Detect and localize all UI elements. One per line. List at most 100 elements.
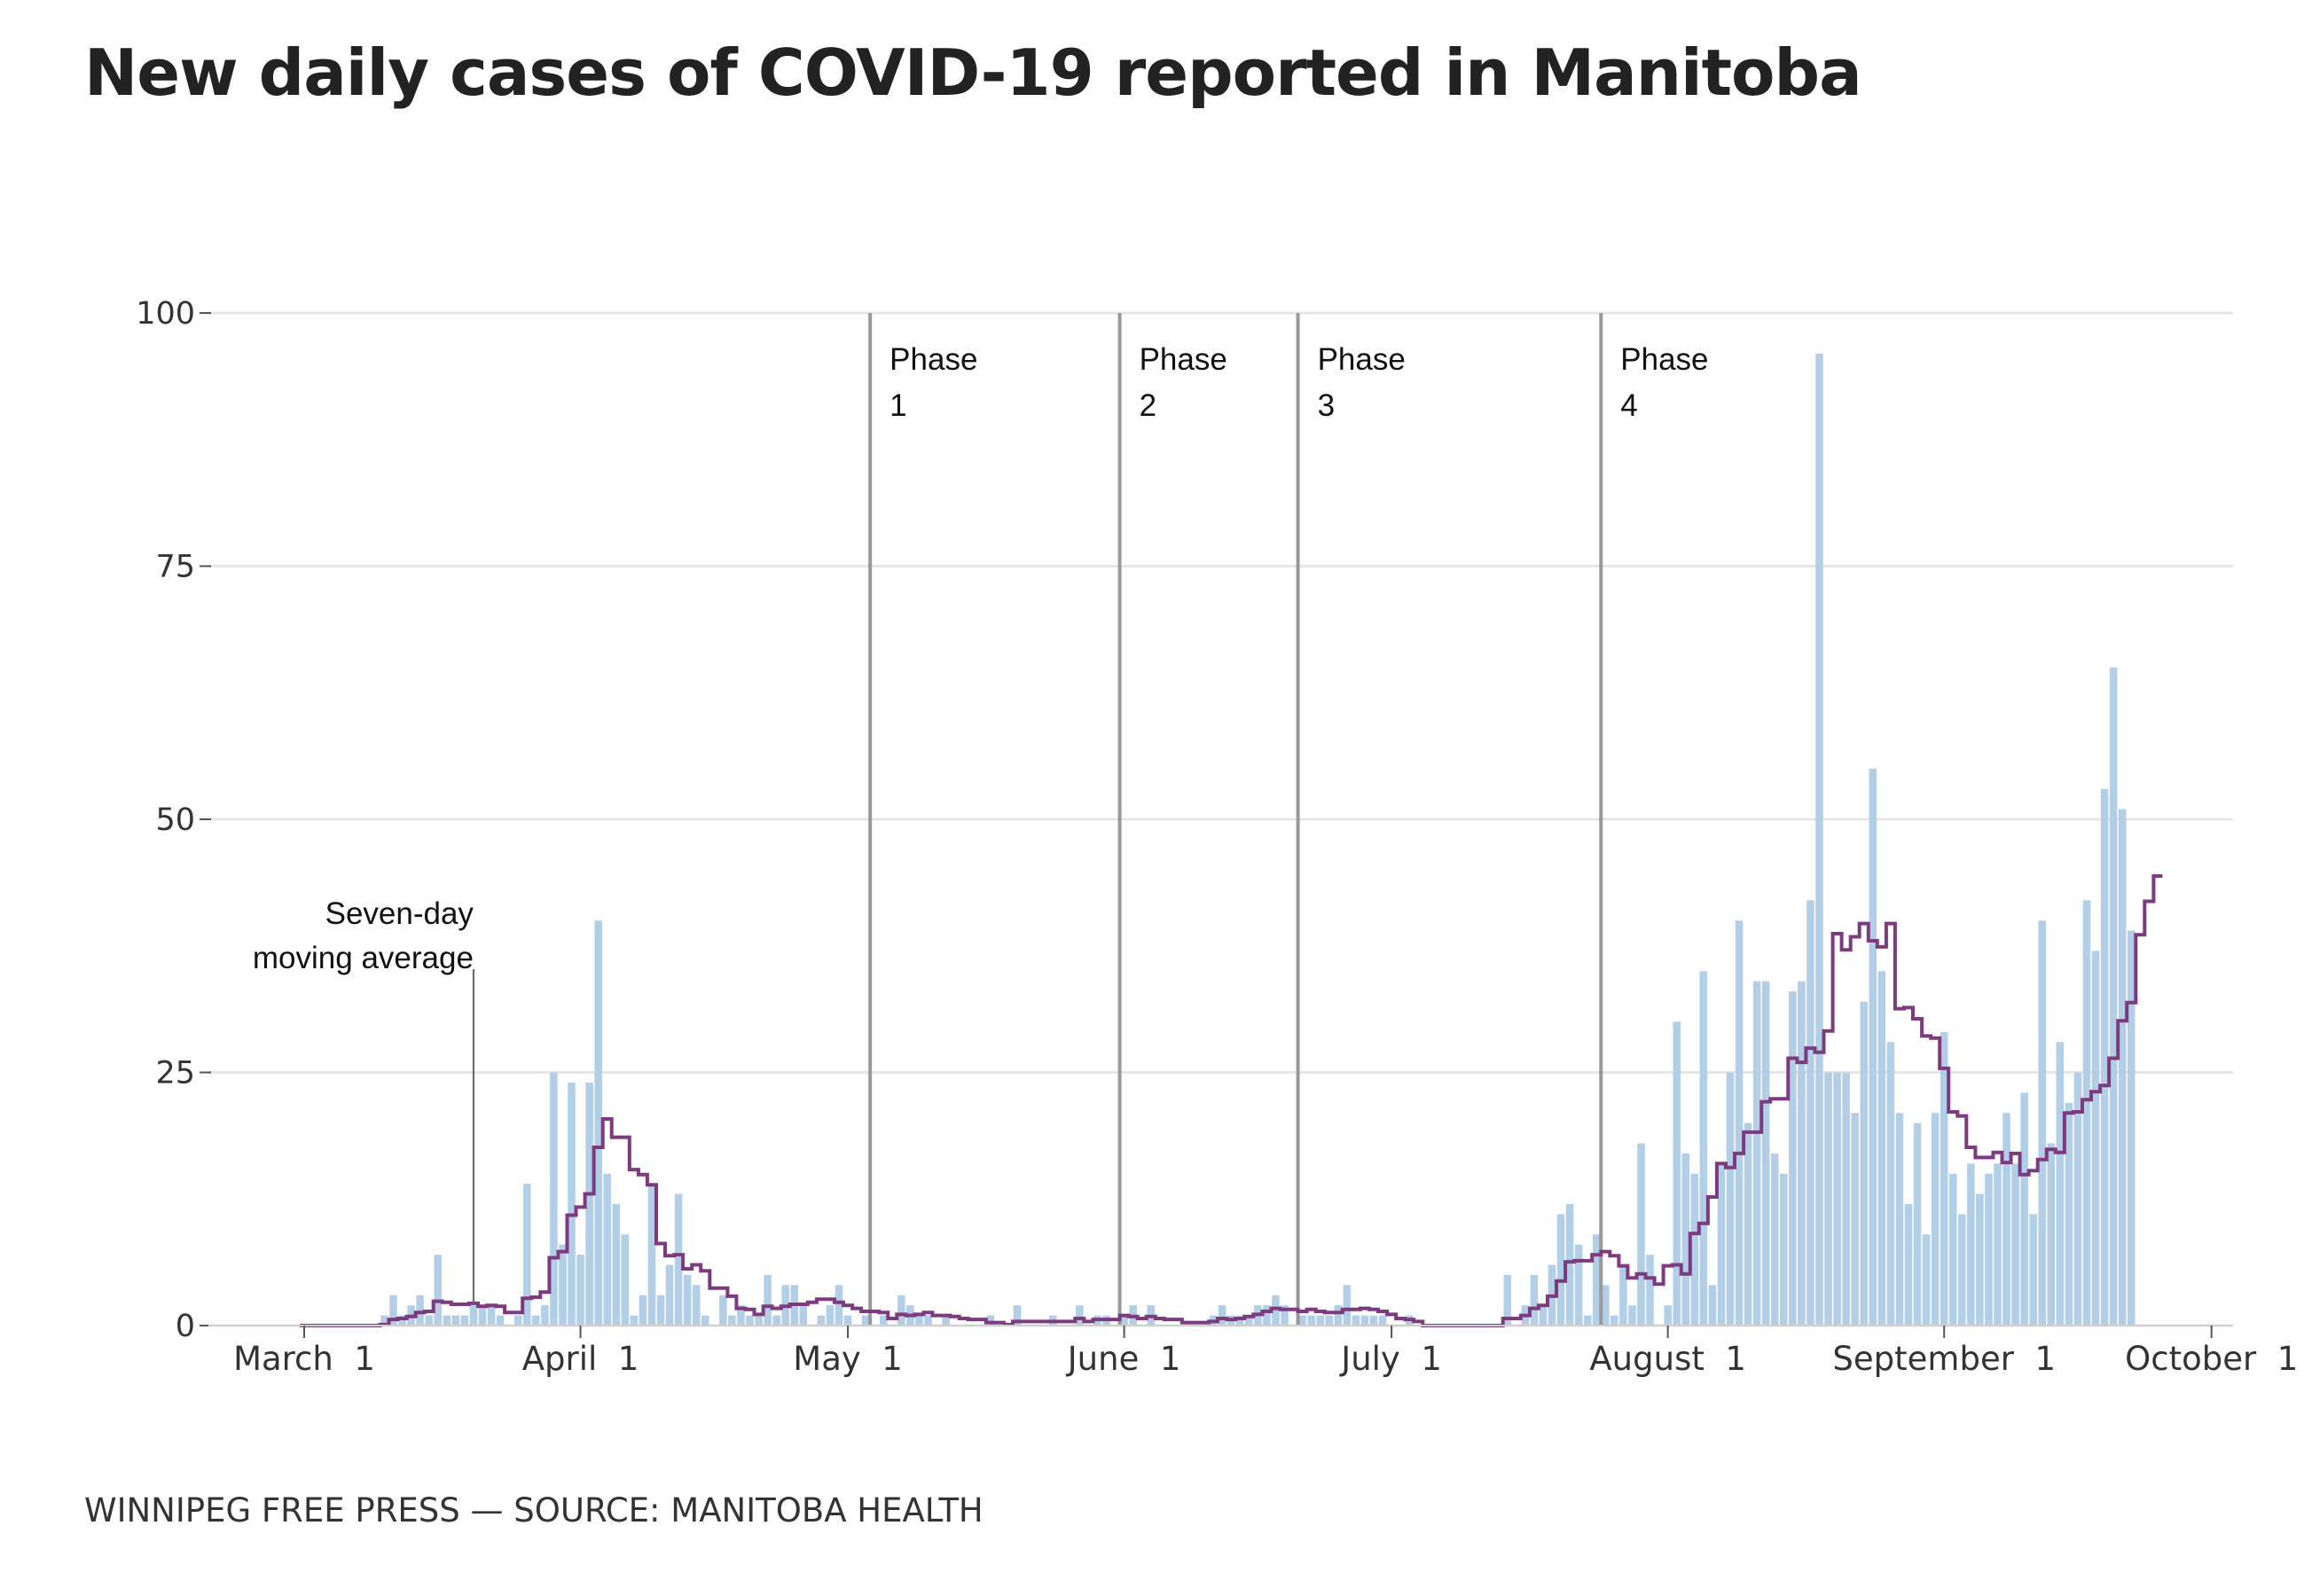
phase-markers: Phase 1 Phase 2 Phase 3 Phase 4: [868, 313, 1709, 1326]
daily-case-bar: [1913, 1123, 1922, 1326]
chart-title: New daily cases of COVID-19 reported in …: [84, 35, 1862, 110]
daily-case-bar: [1664, 1305, 1672, 1326]
daily-case-bar: [451, 1315, 460, 1326]
x-tick-label: August 1: [1589, 1340, 1746, 1378]
source-credit: WINNIPEG FREE PRESS — SOURCE: MANITOBA H…: [84, 1491, 984, 1530]
daily-case-bar: [1583, 1315, 1592, 1326]
daily-case-bar: [817, 1315, 826, 1326]
daily-case-bar: [1761, 981, 1770, 1326]
daily-case-bar: [1307, 1315, 1315, 1326]
daily-case-bar: [1539, 1305, 1548, 1326]
daily-case-bar: [2020, 1092, 2028, 1326]
daily-case-bar: [1824, 1072, 1832, 1326]
daily-case-bar: [1967, 1163, 1975, 1326]
daily-case-bar: [585, 1082, 593, 1326]
daily-case-bar: [692, 1285, 701, 1326]
daily-case-bar: [746, 1315, 754, 1326]
daily-case-bar: [2029, 1214, 2037, 1326]
daily-case-bar: [1958, 1214, 1966, 1326]
daily-case-bar: [1922, 1234, 1931, 1326]
daily-case-bar: [772, 1315, 780, 1326]
axes: 0 25 50 75 100 March 1 April 1 May 1 June 1 July …: [136, 296, 2298, 1378]
daily-case-bar: [1076, 1305, 1084, 1326]
daily-case-bar: [1646, 1255, 1654, 1326]
daily-case-bar: [1699, 971, 1708, 1326]
phase-label: Phase 3: [1318, 342, 1406, 423]
x-tick-label: March 1: [233, 1340, 375, 1378]
daily-case-bar: [737, 1305, 745, 1326]
daily-case-bar: [1592, 1234, 1601, 1326]
daily-case-bar: [1360, 1315, 1369, 1326]
daily-case-bar: [1378, 1315, 1387, 1326]
daily-case-bar: [425, 1315, 433, 1326]
daily-case-bar: [1673, 1021, 1681, 1326]
daily-case-bar: [2127, 930, 2136, 1326]
daily-case-bar: [1325, 1315, 1334, 1326]
daily-case-bar: [942, 1315, 950, 1326]
daily-case-bar: [576, 1255, 584, 1326]
x-tick-label: June 1: [1066, 1340, 1181, 1378]
daily-case-bar: [701, 1315, 709, 1326]
daily-case-bar: [1681, 1153, 1690, 1326]
daily-case-bar: [897, 1295, 905, 1326]
daily-case-bar: [2091, 951, 2100, 1326]
daily-case-bar: [513, 1315, 522, 1326]
annotation-label: Seven-day moving average: [253, 896, 474, 975]
daily-case-bar: [2118, 809, 2127, 1326]
daily-case-bar: [1245, 1315, 1253, 1326]
daily-case-bar: [460, 1315, 469, 1326]
y-tick-label: 50: [155, 802, 195, 838]
daily-case-bar: [550, 1072, 558, 1326]
daily-case-bar: [674, 1193, 683, 1326]
daily-case-bar: [1948, 1173, 1957, 1326]
daily-case-bar: [861, 1315, 870, 1326]
daily-case-bar: [728, 1315, 736, 1326]
daily-case-bar: [1886, 1042, 1895, 1326]
daily-case-bar: [478, 1305, 487, 1326]
daily-case-bars: [380, 353, 2136, 1326]
daily-case-bar: [2065, 1102, 2073, 1326]
daily-case-bar: [647, 1184, 656, 1326]
daily-case-bar: [2002, 1113, 2010, 1326]
daily-case-bar: [2100, 788, 2109, 1326]
daily-case-bar: [2056, 1042, 2065, 1326]
daily-case-bar: [986, 1315, 995, 1326]
daily-case-bar: [1503, 1274, 1512, 1326]
daily-case-bar: [389, 1295, 397, 1326]
daily-case-bar: [1985, 1173, 1993, 1326]
phase-label: Phase 2: [1140, 342, 1227, 423]
daily-case-bar: [1619, 1264, 1627, 1326]
daily-case-bar: [1610, 1315, 1618, 1326]
daily-case-bar: [1556, 1214, 1565, 1326]
daily-case-bar: [1877, 971, 1886, 1326]
x-tick-label: July 1: [1339, 1340, 1442, 1378]
daily-case-bar: [1013, 1305, 1022, 1326]
daily-case-bar: [924, 1315, 932, 1326]
daily-case-bar: [843, 1315, 852, 1326]
daily-case-bar: [683, 1274, 692, 1326]
daily-case-bar: [1235, 1315, 1244, 1326]
daily-case-bar: [1281, 1305, 1289, 1326]
daily-case-bar: [559, 1244, 567, 1326]
daily-case-bar: [1602, 1285, 1610, 1326]
daily-case-bar: [1690, 1173, 1699, 1326]
daily-case-bar: [835, 1285, 843, 1326]
x-tick-label: April 1: [522, 1340, 639, 1378]
daily-case-bar: [1806, 900, 1814, 1326]
daily-case-bar: [1272, 1295, 1280, 1326]
daily-case-bar: [1120, 1315, 1128, 1326]
daily-case-bar: [1628, 1305, 1636, 1326]
daily-case-bar: [1735, 920, 1744, 1326]
daily-case-bar: [1869, 768, 1877, 1326]
daily-case-bar: [1717, 1163, 1726, 1326]
daily-case-bar: [2109, 667, 2118, 1326]
daily-case-bar: [1815, 353, 1823, 1326]
daily-case-bar: [1770, 1153, 1779, 1326]
daily-case-bar: [443, 1315, 451, 1326]
daily-case-bar: [522, 1184, 531, 1326]
daily-case-bar: [496, 1315, 505, 1326]
daily-case-bar: [799, 1305, 808, 1326]
y-tick-label: 75: [155, 550, 195, 585]
daily-case-bar: [612, 1203, 621, 1326]
daily-case-bar: [764, 1274, 772, 1326]
